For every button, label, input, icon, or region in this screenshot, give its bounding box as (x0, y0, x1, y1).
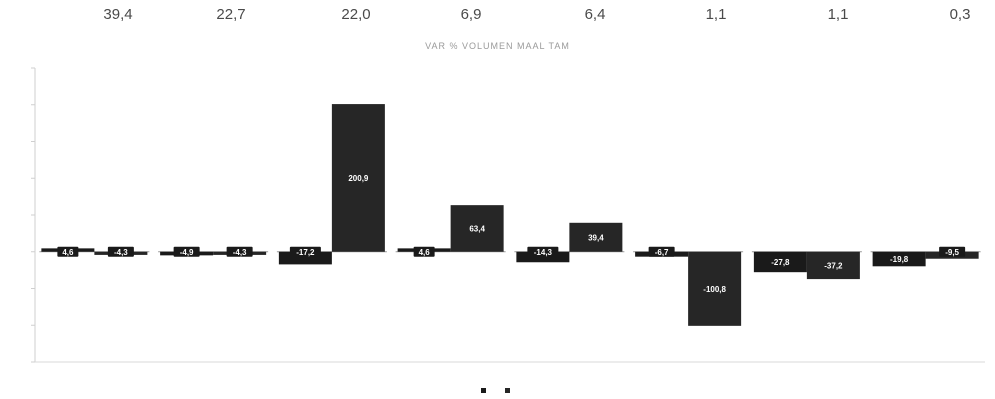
data-label: -6,7 (655, 248, 669, 257)
data-label: 63,4 (469, 224, 485, 233)
bar (450, 205, 504, 252)
data-label-bg (289, 246, 321, 257)
data-label: -17,2 (296, 248, 315, 257)
data-label-bg (648, 246, 675, 257)
top-value: 1,1 (705, 6, 727, 23)
data-label: 39,4 (588, 233, 604, 242)
bar (331, 104, 385, 252)
data-label: -19,8 (890, 255, 909, 264)
top-value: 6,9 (460, 6, 482, 23)
top-value: 39,4 (103, 6, 133, 23)
data-label-bg (226, 246, 253, 257)
data-label-bg (57, 246, 79, 257)
data-label-bg (939, 246, 966, 257)
data-label: -9,5 (945, 248, 959, 257)
top-value: 22,7 (216, 6, 246, 23)
data-label: -27,8 (771, 258, 790, 267)
legend-swatch-2 (504, 388, 510, 394)
data-label: -37,2 (824, 261, 843, 270)
bar (872, 251, 926, 267)
data-label: -100,8 (703, 285, 726, 294)
chart-title: VAR % VOLUMEN MAAL TAM (425, 41, 570, 51)
top-value: 1,1 (827, 6, 849, 23)
legend-item (481, 386, 490, 395)
top-values-row: 39,4 22,7 22,0 6,9 6,4 1,1 1,1 0,3 (0, 0, 995, 34)
data-label-bg (527, 246, 559, 257)
bar (516, 251, 570, 263)
legend-swatch-1 (481, 388, 487, 394)
data-label: -4,3 (233, 248, 247, 257)
data-label-bg (107, 246, 134, 257)
legend-item (504, 386, 514, 395)
chart-legend (0, 386, 995, 395)
data-label: 4,6 (419, 248, 431, 257)
data-label: 200,9 (348, 174, 369, 183)
top-value: 0,3 (949, 6, 971, 23)
data-label: -14,3 (534, 248, 553, 257)
data-label-bg (413, 246, 435, 257)
bar (688, 251, 742, 326)
bar (753, 251, 807, 273)
data-label-bg (173, 246, 200, 257)
data-label: -4,9 (180, 248, 194, 257)
data-label: 4,6 (62, 248, 74, 257)
top-value: 6,4 (584, 6, 606, 23)
top-value: 22,0 (341, 6, 371, 23)
bar (569, 222, 623, 252)
data-label: -4,3 (114, 248, 128, 257)
bar (806, 251, 860, 280)
